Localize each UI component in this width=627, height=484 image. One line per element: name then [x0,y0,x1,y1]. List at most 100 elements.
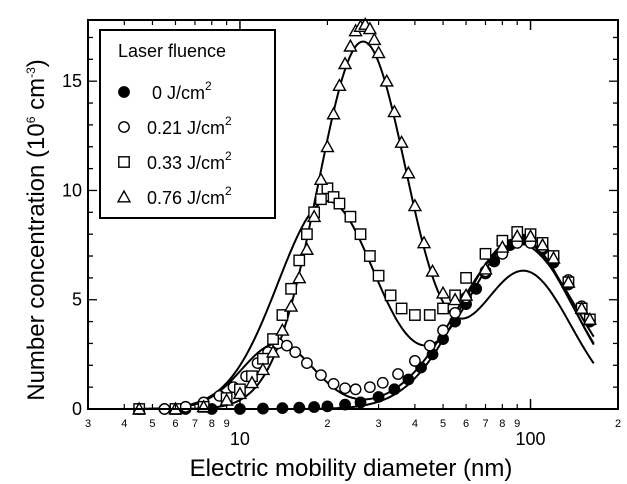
legend-label-text: 0.33 J/cm [147,153,225,173]
data-point-series-3 [321,182,334,195]
x-minor-tick-label: 2 [615,418,621,430]
data-point-series-2 [301,357,313,370]
data-point-series-2 [363,381,376,394]
data-point-series-4 [495,239,510,253]
data-point-series-3 [372,269,385,282]
data-point-series-3 [384,289,397,302]
legend-label-text: 0.76 J/cm [147,188,225,208]
x-tick-label: 100 [516,429,546,449]
x-minor-tick-label: 4 [412,418,418,430]
series-2 [133,237,596,415]
data-point-series-4 [313,172,329,186]
x-minor-tick-label: 2 [324,418,330,430]
x-minor-tick-label: 8 [499,418,505,430]
data-point-series-3 [408,309,421,321]
x-minor-tick-label: 6 [172,418,178,430]
data-point-series-3 [479,247,492,260]
data-point-series-2 [437,324,449,337]
data-point-series-4 [265,344,281,358]
legend-marker-open-circle [118,121,130,133]
data-point-series-1 [488,255,501,268]
data-point-series-2 [315,369,327,382]
y-axis-title-close: ) [23,59,50,67]
legend-box [99,29,276,219]
data-point-series-4 [255,362,271,376]
legend-label: 0.33 J/cm2 [147,149,232,173]
y-tick-label: 10 [62,180,82,200]
y-axis-title-exp: 6 [24,116,38,123]
legend-label-sup: 2 [225,149,232,163]
data-point-series-3 [437,302,449,315]
data-point-series-2 [376,376,389,389]
data-point-series-1 [354,396,367,409]
data-point-series-3 [354,228,367,241]
data-point-series-3 [395,302,408,315]
data-point-series-3 [276,309,289,321]
x-minor-tick-label: 5 [440,418,446,430]
data-point-series-4 [458,287,474,301]
data-point-series-4 [275,322,290,336]
data-point-series-4 [574,301,589,314]
data-point-series-2 [179,400,192,413]
data-point-series-4 [244,375,260,389]
data-point-series-4 [320,139,335,153]
data-point-series-4 [561,274,576,288]
data-point-series-3 [301,228,313,241]
data-point-series-4 [362,21,378,35]
data-point-series-4 [292,270,307,284]
data-point-series-1 [308,401,321,413]
data-point-series-4 [582,311,598,325]
data-point-series-4 [387,104,402,118]
data-point-series-2 [289,346,302,359]
data-point-series-3 [267,333,279,345]
legend-label: 0.76 J/cm2 [147,184,232,208]
data-point-series-2 [408,355,421,367]
data-point-series-4 [337,56,353,70]
legend-marker-filled-circle [118,86,130,98]
legend-label-text: 0.21 J/cm [147,118,225,138]
data-point-series-2 [280,339,293,352]
data-point-series-4 [510,228,525,242]
data-point-series-1 [402,373,415,386]
data-point-series-4 [306,209,322,223]
x-minor-tick-label: 7 [482,418,488,430]
data-point-series-4 [447,292,463,306]
data-point-series-4 [343,38,358,52]
data-point-series-3 [315,193,327,206]
data-point-series-4 [478,261,493,275]
legend-label-sup: 2 [225,114,232,128]
y-axis-title-unit: cm [23,78,50,117]
y-axis-title-main: Number concentration (10 [23,123,50,400]
data-points [131,16,598,415]
y-tick-label: 5 [72,290,82,310]
data-point-series-4 [435,285,451,299]
data-point-series-3 [344,210,357,223]
data-point-series-4 [332,78,347,92]
series-4 [131,16,598,415]
data-point-series-4 [416,235,432,249]
x-minor-tick-label: 8 [209,418,215,430]
data-point-series-2 [392,368,404,380]
x-minor-tick-label: 4 [121,418,127,430]
data-point-series-3 [363,250,376,262]
data-point-series-3 [333,197,346,210]
data-point-series-3 [293,254,306,267]
legend-title: Laser fluence [118,41,226,61]
data-point-series-4 [425,263,440,277]
fit-curve-series-1 [136,237,595,410]
data-point-series-1 [372,391,385,403]
data-point-series-1 [470,282,483,295]
data-point-series-2 [327,377,340,390]
legend-label-text: 0 J/cm [152,83,205,103]
y-axis-title: Number concentration (106 cm-3) [23,59,50,401]
x-minor-tick-label: 3 [376,418,382,430]
data-point-series-4 [546,250,561,264]
x-minor-tick-label: 5 [149,418,155,430]
data-point-series-2 [339,382,351,395]
data-point-series-4 [232,386,248,400]
x-minor-tick-label: 9 [514,418,520,430]
